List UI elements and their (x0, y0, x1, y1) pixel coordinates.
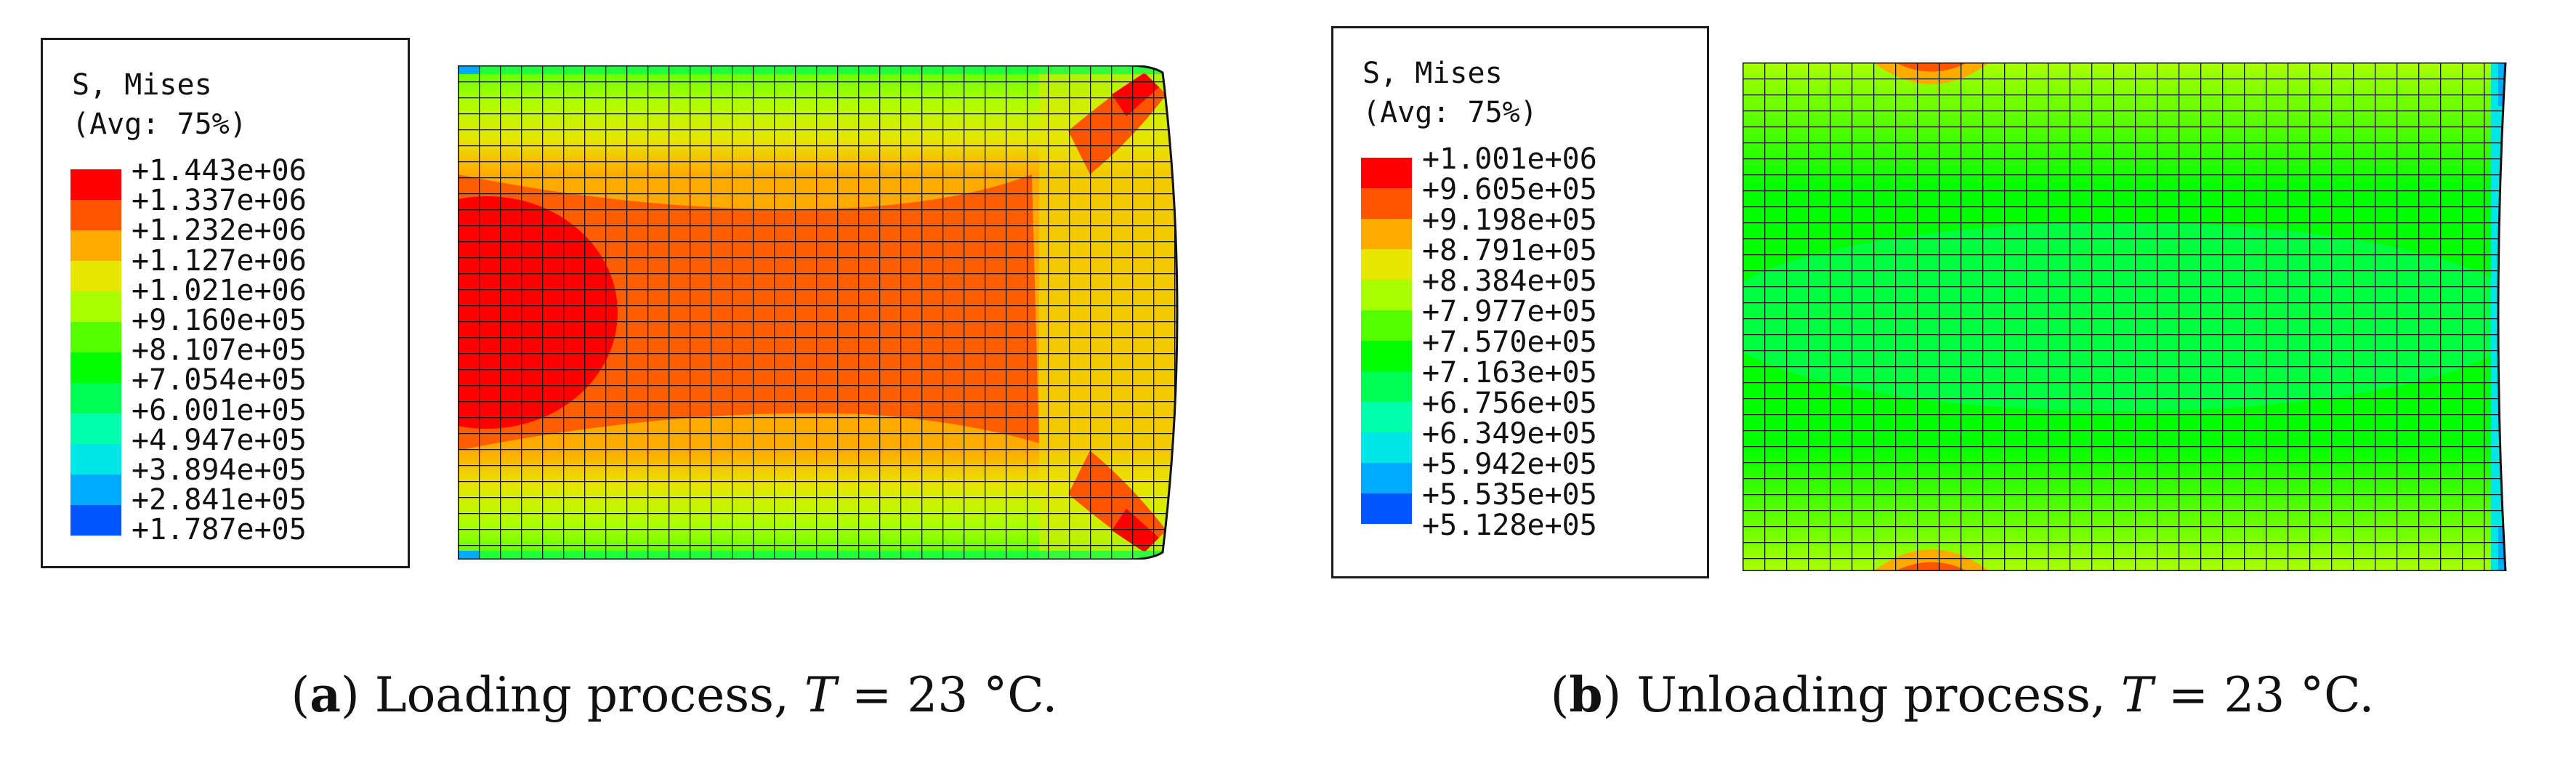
legend-value: +1.021e+06 (132, 276, 307, 305)
contour-legend-b: S, Mises (Avg: 75%) +1.001e+06 +9.605e+05… (1331, 26, 1709, 578)
legend-swatch (70, 383, 121, 413)
legend-value: +7.977e+05 (1422, 297, 1597, 326)
legend-value: +8.107e+05 (132, 336, 307, 365)
legend-swatch (70, 352, 121, 383)
legend-value: +3.894e+05 (132, 456, 307, 485)
legend-title-line2: (Avg: 75%) (1362, 98, 1538, 127)
legend-title-line1: S, Mises (72, 70, 212, 100)
contour-legend-a: S, Mises (Avg: 75%) +1.443e+06 +1.337e+06… (41, 38, 410, 568)
legend-swatch (70, 261, 121, 291)
stress-contour-plot-a (458, 65, 1192, 560)
legend-swatch (1361, 188, 1412, 219)
caption-open-paren: ( (291, 667, 310, 723)
legend-swatch (1361, 371, 1412, 402)
legend-swatch (70, 413, 121, 444)
legend-color-scale (70, 169, 121, 536)
legend-swatch (1361, 219, 1412, 249)
legend-value: +8.384e+05 (1422, 267, 1597, 296)
legend-value: +7.054e+05 (132, 366, 307, 395)
legend-value: +7.163e+05 (1422, 358, 1597, 387)
legend-value: +7.570e+05 (1422, 328, 1597, 357)
legend-title-line2: (Avg: 75%) (72, 110, 247, 139)
legend-value: +1.787e+05 (132, 515, 307, 544)
caption-close-paren: ) (1603, 667, 1622, 723)
legend-swatch (1361, 158, 1412, 188)
legend-value: +1.337e+06 (132, 186, 307, 215)
figure-panel-b: S, Mises (Avg: 75%) +1.001e+06 +9.605e+05… (1288, 0, 2576, 694)
legend-value: +9.160e+05 (132, 306, 307, 335)
caption-letter: a (310, 666, 341, 723)
legend-swatch (1361, 493, 1412, 524)
legend-swatch (1361, 280, 1412, 310)
legend-title-line1: S, Mises (1362, 59, 1503, 88)
caption-close-paren: ) (341, 667, 360, 723)
legend-swatch (1361, 341, 1412, 371)
stress-contour-plot-b (1743, 62, 2513, 571)
legend-swatch (70, 505, 121, 536)
legend-value: +9.198e+05 (1422, 206, 1597, 235)
caption-text: Unloading process, (1621, 667, 2121, 723)
caption-open-paren: ( (1551, 667, 1570, 723)
caption-rest: = 23 °C. (836, 667, 1057, 723)
legend-value: +2.841e+05 (132, 485, 307, 514)
legend-value: +8.791e+05 (1422, 236, 1597, 265)
caption-text: Loading process, (360, 667, 804, 723)
legend-value: +1.127e+06 (132, 246, 307, 275)
legend-swatch (1361, 249, 1412, 280)
legend-value: +5.535e+05 (1422, 480, 1597, 509)
caption-variable: T (2121, 667, 2153, 723)
legend-value: +6.001e+05 (132, 396, 307, 425)
legend-swatch (1361, 402, 1412, 432)
legend-swatch (70, 322, 121, 352)
legend-swatch (70, 169, 121, 200)
caption-rest: = 23 °C. (2153, 667, 2374, 723)
caption-a: (a) Loading process, T = 23 °C. (0, 610, 1288, 779)
legend-color-scale (1361, 158, 1412, 524)
legend-value: +9.605e+05 (1422, 175, 1597, 204)
caption-letter: b (1569, 666, 1602, 723)
legend-swatch (70, 200, 121, 230)
legend-value: +4.947e+05 (132, 426, 307, 455)
caption-b: (b) Unloading process, T = 23 °C. (1288, 610, 2576, 779)
legend-value: +5.942e+05 (1422, 450, 1597, 479)
legend-value: +1.001e+06 (1422, 145, 1597, 174)
legend-swatch (1361, 310, 1412, 341)
caption-variable: T (804, 667, 836, 723)
legend-swatch (1361, 432, 1412, 463)
legend-swatch (70, 291, 121, 322)
legend-value: +6.349e+05 (1422, 419, 1597, 448)
legend-value: +1.443e+06 (132, 156, 307, 185)
legend-value: +5.128e+05 (1422, 511, 1597, 540)
legend-swatch (70, 475, 121, 505)
figure-panel-a: S, Mises (Avg: 75%) +1.443e+06 +1.337e+06… (0, 0, 1288, 694)
legend-swatch (70, 230, 121, 261)
legend-swatch (1361, 463, 1412, 493)
legend-value: +6.756e+05 (1422, 389, 1597, 418)
legend-swatch (70, 444, 121, 475)
legend-value: +1.232e+06 (132, 216, 307, 245)
